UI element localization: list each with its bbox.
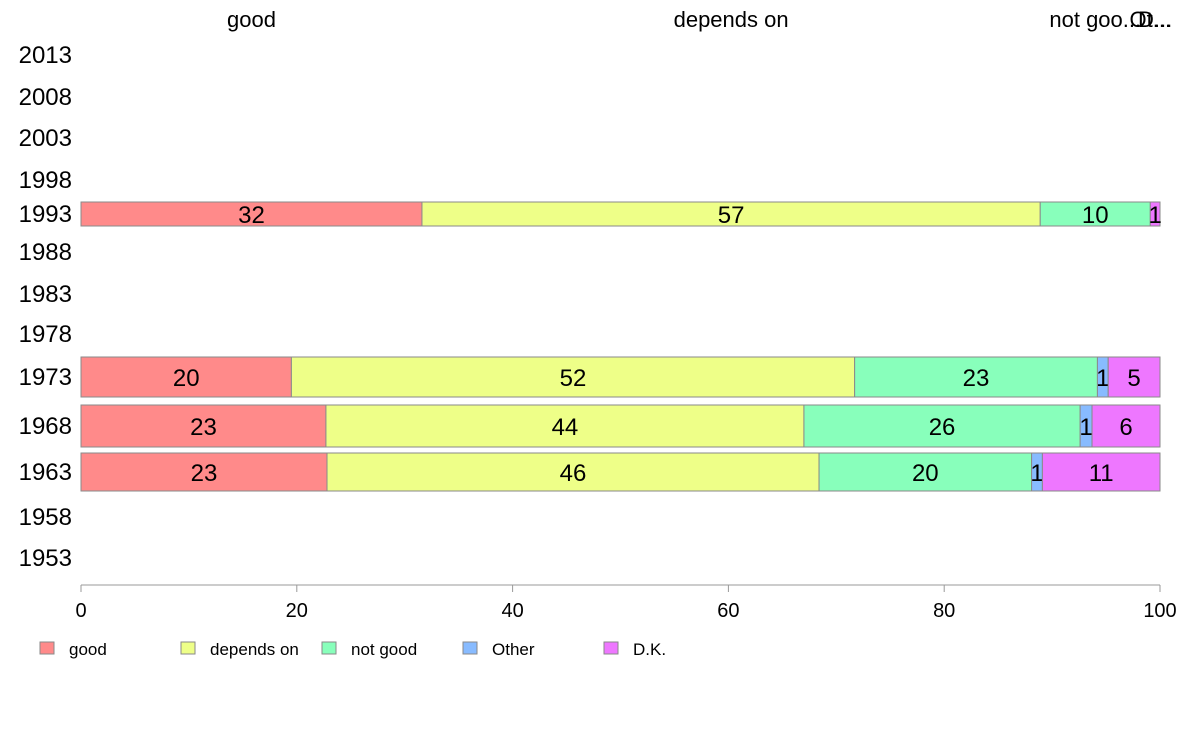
- bar-value-label: 10: [1082, 202, 1109, 229]
- bar-value-label: 1: [1096, 365, 1109, 392]
- bar-value-label: 52: [560, 365, 587, 392]
- bar-segment-1968-dependson: [325, 404, 805, 448]
- legend-label: D.K.: [633, 640, 666, 659]
- legend-swatch-notgood: [321, 641, 337, 655]
- legend-label: depends on: [210, 640, 299, 659]
- year-label-1953: 1953: [19, 545, 72, 572]
- bar-value-label: 1: [1079, 414, 1092, 441]
- bar-value-label: 6: [1119, 414, 1132, 441]
- bar-segment-1973-good: [80, 356, 292, 398]
- x-tick-label: 100: [1143, 600, 1176, 622]
- x-tick-label: 20: [286, 600, 308, 622]
- bar-segment-1968-dk: [1091, 404, 1161, 448]
- bar-value-label: 44: [552, 414, 579, 441]
- bar-value-label: 5: [1127, 365, 1140, 392]
- legend-swatch-dependson: [180, 641, 196, 655]
- year-label-1998: 1998: [19, 167, 72, 194]
- year-label-1958: 1958: [19, 504, 72, 531]
- bar-segment-1963-dk: [1041, 452, 1161, 492]
- bar-segment-1993-notgood: [1039, 201, 1151, 227]
- x-tick-label: 80: [933, 600, 955, 622]
- bar-value-label: 11: [1089, 460, 1114, 487]
- year-label-2008: 2008: [19, 84, 72, 111]
- legend-swatch-dk: [603, 641, 619, 655]
- legend-label: Other: [492, 640, 535, 659]
- year-label-1973: 1973: [19, 364, 72, 391]
- bar-value-label: 23: [963, 365, 990, 392]
- year-label-1993: 1993: [19, 201, 72, 228]
- legend-label: good: [69, 640, 107, 659]
- year-label-1983: 1983: [19, 281, 72, 308]
- legend-label: not good: [351, 640, 417, 659]
- bar-segment-1963-good: [80, 452, 328, 492]
- top-category-label: good: [227, 7, 276, 32]
- legend-swatch-good: [39, 641, 55, 655]
- legend-swatch-other: [462, 641, 478, 655]
- bar-segment-1973-dk: [1107, 356, 1161, 398]
- x-tick-label: 40: [501, 600, 523, 622]
- bar-segment-1973-dependson: [290, 356, 856, 398]
- bar-value-label: 32: [238, 202, 265, 229]
- bar-segment-1993-dependson: [421, 201, 1041, 227]
- year-label-1963: 1963: [19, 459, 72, 486]
- bar-segment-1968-good: [80, 404, 327, 448]
- bar-value-label: 57: [718, 202, 745, 229]
- bar-segment-1993-dk: [1149, 201, 1161, 227]
- bar-value-label: 1: [1030, 460, 1043, 487]
- top-category-label: Ot...: [1130, 7, 1172, 32]
- x-tick-label: 60: [717, 600, 739, 622]
- year-label-1988: 1988: [19, 239, 72, 266]
- bar-value-label: 23: [191, 460, 218, 487]
- bar-value-label: 20: [173, 365, 200, 392]
- bar-value-label: 23: [190, 414, 217, 441]
- bar-segment-1993-good: [80, 201, 423, 227]
- top-category-label: not goo...: [1049, 7, 1141, 32]
- bar-segment-1973-notgood: [854, 356, 1098, 398]
- bar-segment-1968-notgood: [803, 404, 1081, 448]
- year-label-1978: 1978: [19, 321, 72, 348]
- bar-value-label: 46: [560, 460, 587, 487]
- top-category-label: depends on: [674, 7, 789, 32]
- bar-value-label: 20: [912, 460, 939, 487]
- bar-value-label: 26: [929, 414, 956, 441]
- bar-segment-1963-dependson: [326, 452, 820, 492]
- bar-segment-1963-notgood: [818, 452, 1033, 492]
- year-label-2003: 2003: [19, 125, 72, 152]
- year-label-1968: 1968: [19, 413, 72, 440]
- top-category-label: D...: [1138, 7, 1172, 32]
- year-label-2013: 2013: [19, 42, 72, 69]
- x-tick-label: 0: [75, 600, 86, 622]
- bar-value-label: 1: [1148, 202, 1161, 229]
